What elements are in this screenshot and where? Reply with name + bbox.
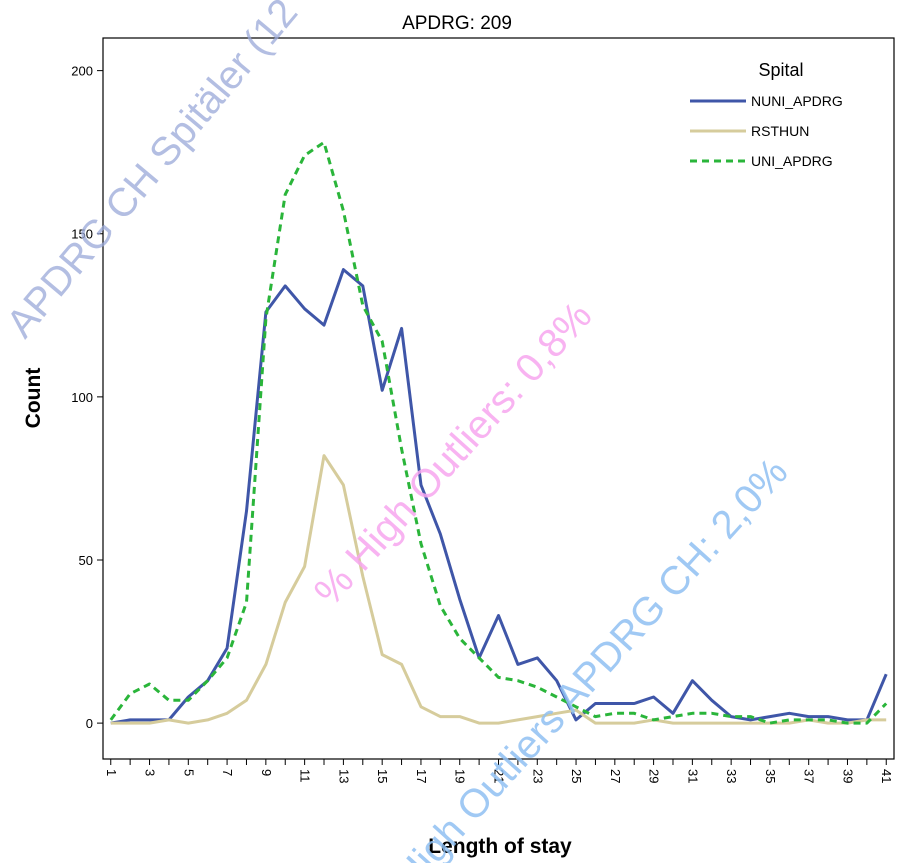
x-tick-label: 19 [453, 769, 468, 783]
x-tick-label: 7 [220, 769, 235, 776]
series-line-uni-apdrg [109, 140, 888, 725]
x-tick-label: 35 [763, 769, 778, 783]
x-tick-label: 37 [802, 769, 817, 783]
x-tick-label: 39 [840, 769, 855, 783]
x-tick-label: 41 [879, 769, 894, 783]
y-tick-label: 100 [71, 390, 93, 405]
x-tick-label: 25 [569, 769, 584, 783]
x-tick-label: 17 [414, 769, 429, 783]
x-tick-label: 21 [492, 769, 507, 783]
legend-entry: RSTHUN [751, 123, 809, 139]
watermark-text: % High Outliers: 0,8% [306, 294, 601, 614]
x-tick-label: 13 [336, 769, 351, 783]
x-axis: 1 3 5 7 9 11 13 15 17 19 21 23 25 27 29 31 33 35 37 39 41 [104, 759, 894, 783]
x-tick-label: 15 [375, 769, 390, 783]
legend-entry: NUNI_APDRG [751, 93, 843, 109]
x-tick-label: 29 [647, 769, 662, 783]
y-axis-label: Count [22, 368, 45, 429]
y-tick-label: 0 [86, 716, 93, 731]
x-tick-label: 23 [530, 769, 545, 783]
x-tick-label: 3 [143, 769, 158, 776]
x-axis-label: Length of stay [428, 835, 572, 858]
x-tick-label: 33 [724, 769, 739, 783]
legend-title: Spital [758, 60, 803, 80]
series-layer [109, 140, 888, 725]
chart-title: APDRG: 209 [402, 13, 512, 34]
x-tick-label: 27 [608, 769, 623, 783]
x-tick-label: 11 [298, 769, 313, 783]
x-tick-label: 9 [259, 769, 274, 776]
x-tick-label: 31 [685, 769, 700, 783]
watermark-text: High Outliers APDRG CH: 2,0% [386, 450, 797, 863]
x-tick-label: 1 [104, 769, 119, 776]
series-line-nuni-apdrg [110, 268, 888, 725]
watermark-text: APDRG CH Spitäler (12 [0, 0, 306, 346]
series-line-rsthun [110, 454, 887, 725]
legend: Spital NUNI_APDRG RSTHUN UNI_APDRG [690, 60, 843, 169]
y-tick-label: 200 [71, 64, 93, 79]
y-tick-label: 150 [71, 227, 93, 242]
y-axis: 0 50 100 150 200 [71, 64, 103, 731]
y-tick-label: 50 [79, 553, 93, 568]
x-tick-label: 5 [181, 769, 196, 776]
watermark-layer: APDRG CH Spitäler (12 % High Outliers: 0… [0, 0, 797, 863]
legend-entry: UNI_APDRG [751, 153, 833, 169]
